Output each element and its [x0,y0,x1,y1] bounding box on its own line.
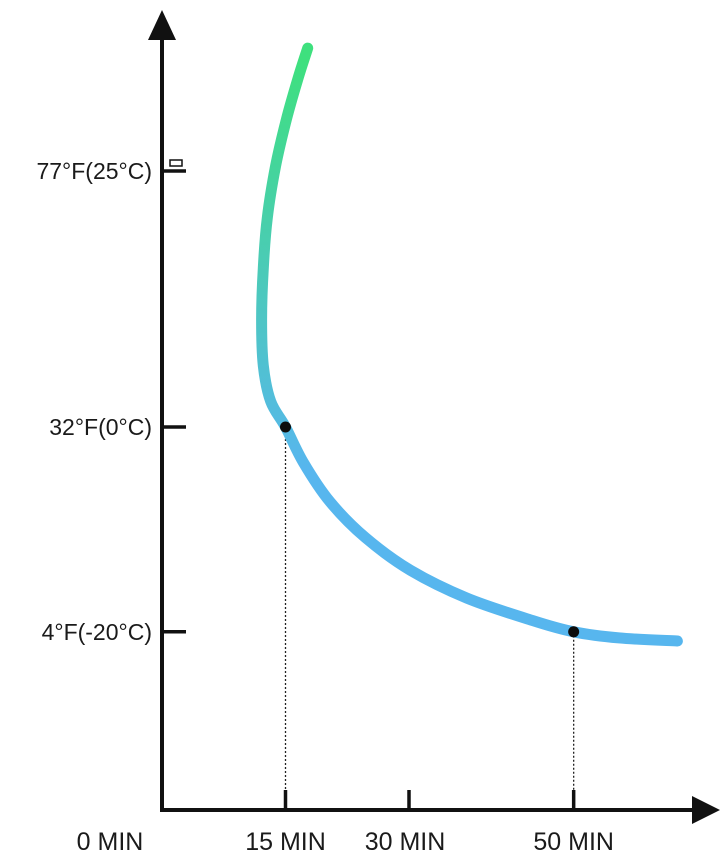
data-point [568,626,580,638]
y-axis-arrow [148,10,176,40]
x-tick-label: 30 MIN [365,828,446,856]
x-tick-label: 15 MIN [245,828,326,856]
y-tick-label: 77°F(25°C) [36,158,152,184]
guide-lines [284,427,575,810]
y-axis-marker [169,159,183,167]
highlight-points [280,421,580,638]
x-tick-label: 0 MIN [77,828,144,856]
y-tick-label: 32°F(0°C) [49,414,152,440]
x-axis-arrow [692,796,720,824]
x-tick-label: 50 MIN [533,828,614,856]
y-tick-label: 4°F(-20°C) [42,619,152,645]
axes [148,10,720,824]
tick-labels: 77°F(25°C) 32°F(0°C) 4°F(-20°C) 0 MIN 15 MIN… [36,158,614,856]
series-line [256,42,683,647]
data-point [280,421,291,433]
tick-marks [162,169,576,810]
curve-layer [256,42,683,647]
